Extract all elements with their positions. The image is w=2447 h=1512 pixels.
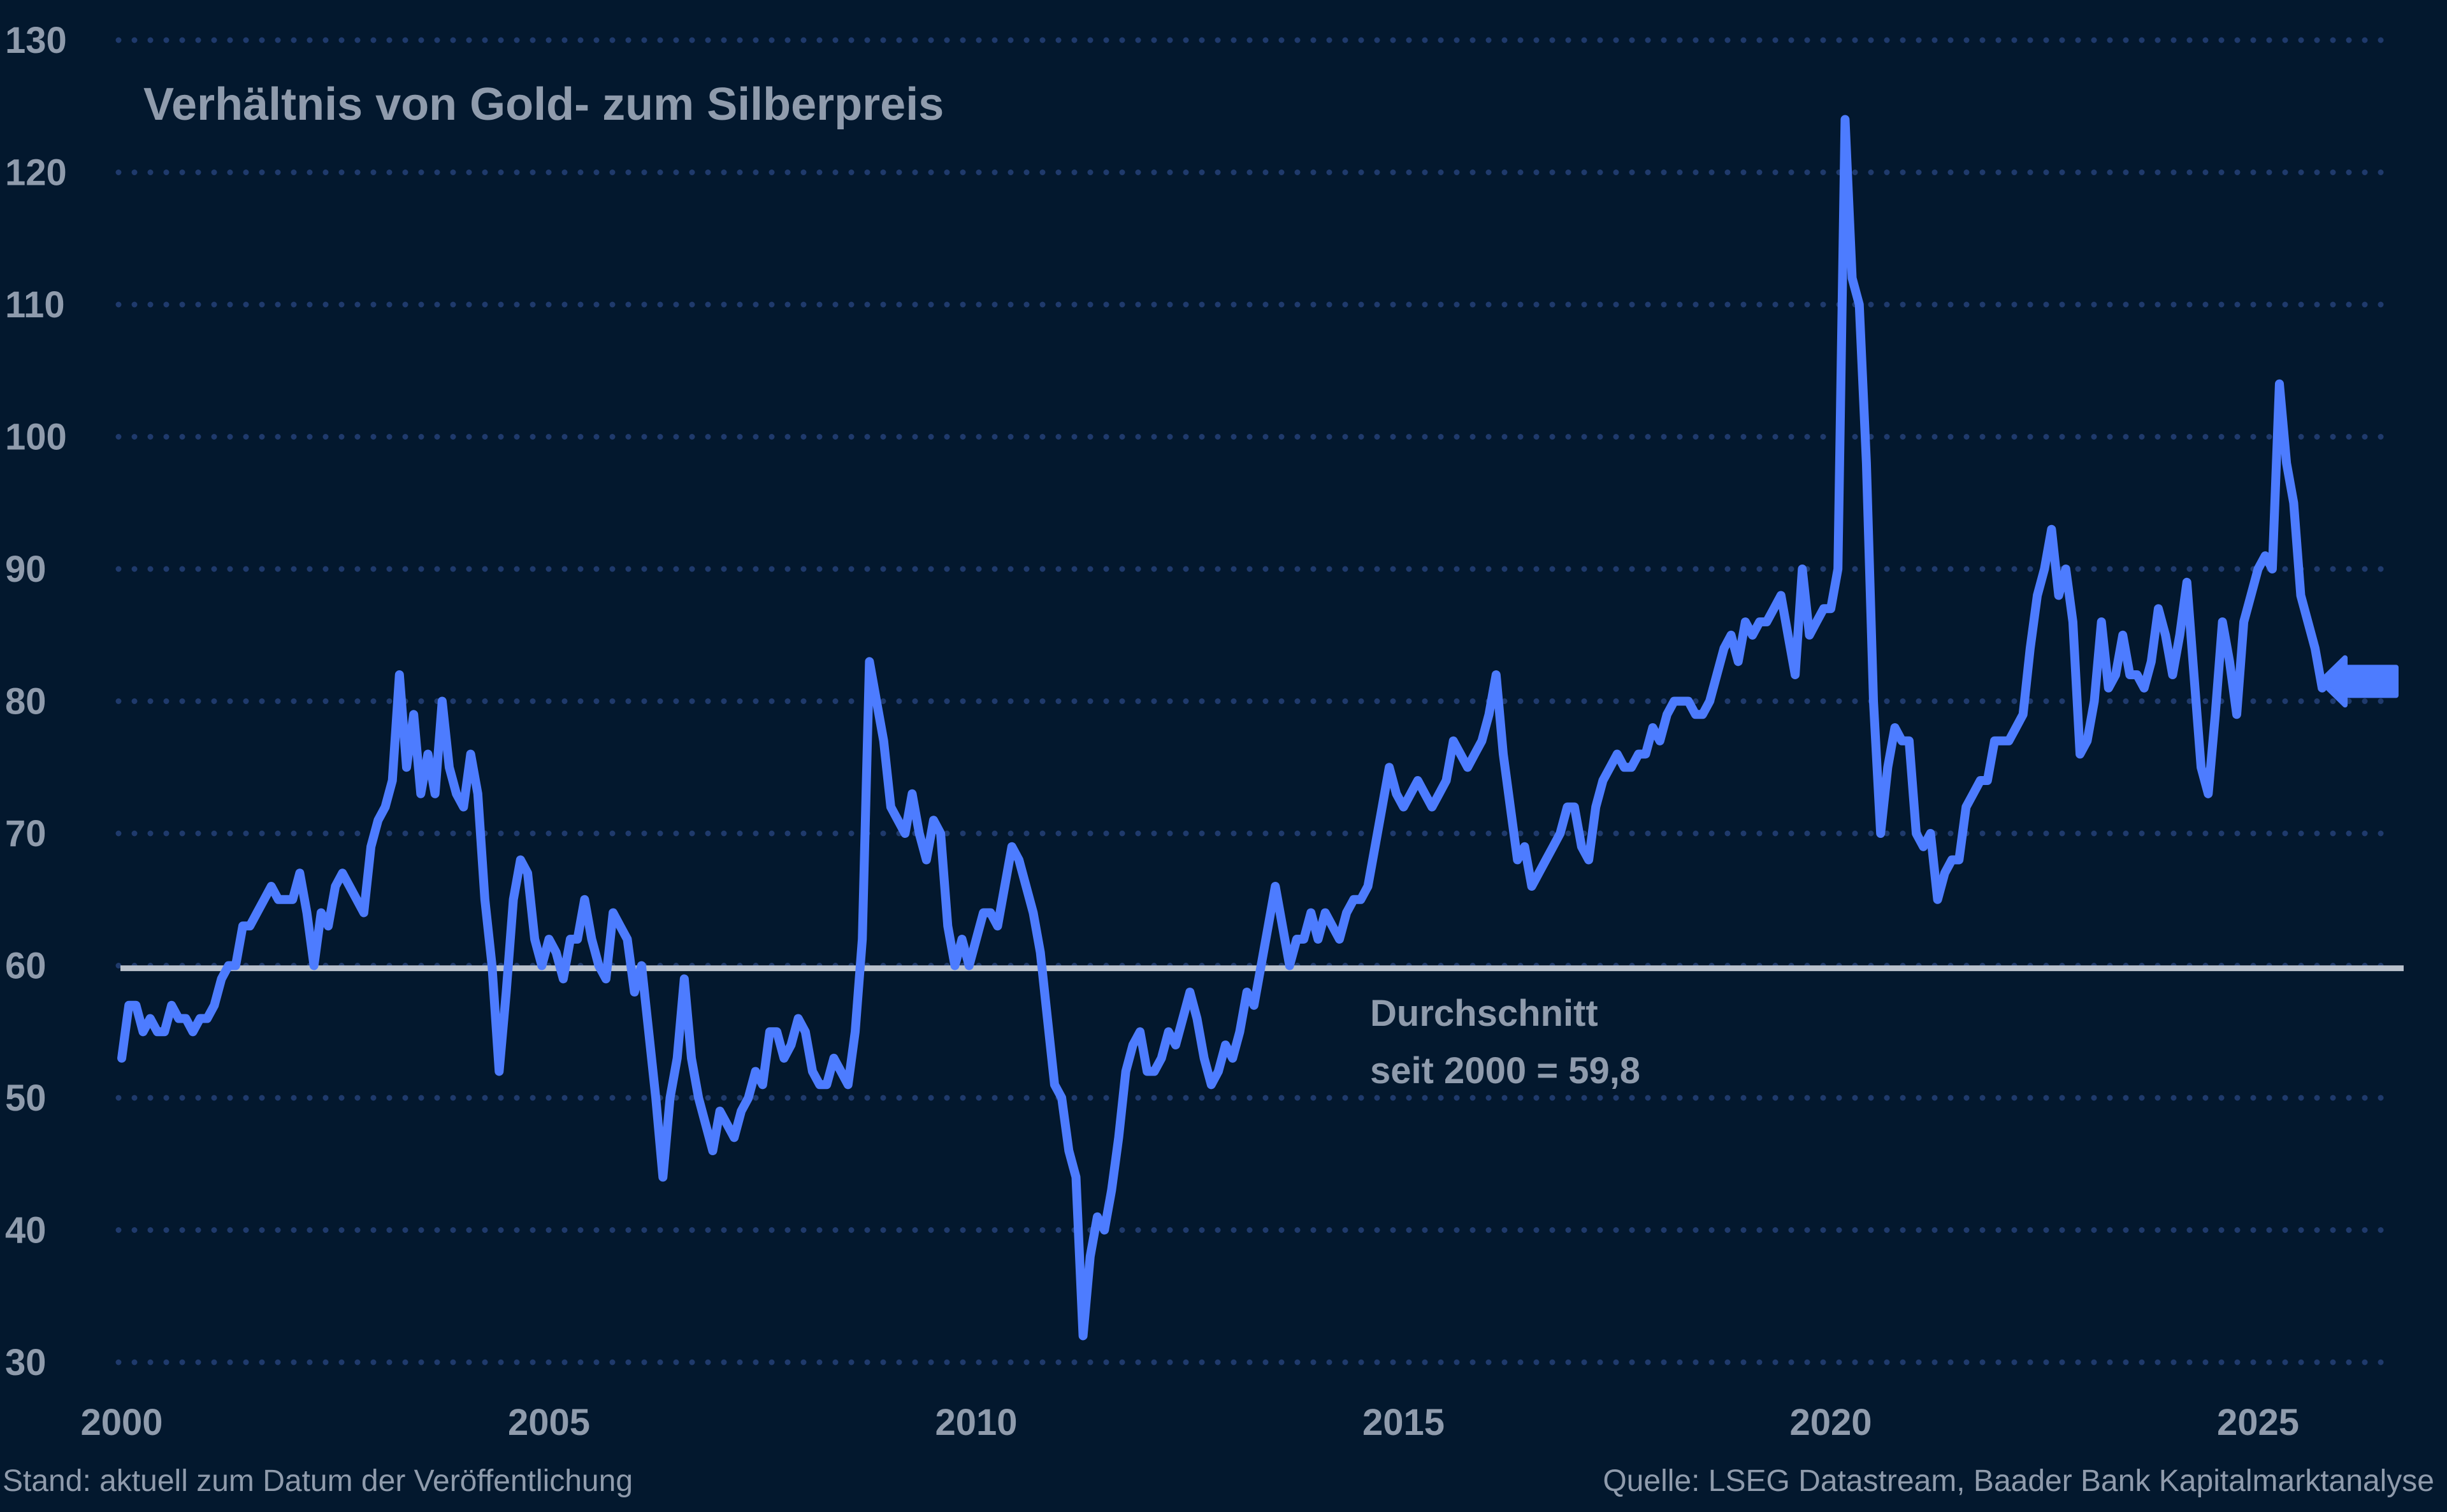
- x-tick-label: 2000: [80, 1402, 162, 1443]
- gridlines: [115, 37, 2396, 1365]
- x-tick-label: 2005: [508, 1402, 590, 1443]
- y-tick-label: 100: [5, 417, 67, 458]
- footer-left: Stand: aktuell zum Datum der Veröffentli…: [3, 1464, 633, 1498]
- footer-right: Quelle: LSEG Datastream, Baader Bank Kap…: [1603, 1464, 2434, 1498]
- y-tick-label: 90: [5, 549, 47, 590]
- x-tick-label: 2020: [1789, 1402, 1872, 1443]
- current-value-arrow-icon: [2318, 655, 2399, 708]
- x-tick-label: 2015: [1362, 1402, 1445, 1443]
- y-tick-label: 130: [5, 20, 67, 61]
- y-tick-label: 60: [5, 946, 47, 987]
- x-tick-label: 2025: [2217, 1402, 2299, 1443]
- x-axis-ticks: 2000 2005 2010 2015 2020 2025: [80, 1402, 2299, 1443]
- y-tick-label: 50: [5, 1077, 47, 1119]
- y-tick-label: 120: [5, 152, 67, 194]
- y-tick-label: 80: [5, 681, 47, 723]
- average-label-line1: Durchschnitt: [1370, 993, 1598, 1034]
- chart-title: Verhältnis von Gold- zum Silberpreis: [143, 79, 944, 130]
- y-axis-ticks: 30 40 50 60 70 80 90 100 110 120 130: [5, 20, 67, 1383]
- x-tick-label: 2010: [935, 1402, 1017, 1443]
- y-tick-label: 110: [5, 284, 65, 326]
- average-label-line2: seit 2000 = 59,8: [1370, 1050, 1640, 1091]
- y-tick-label: 70: [5, 813, 47, 854]
- y-tick-label: 40: [5, 1210, 47, 1251]
- series-line: [117, 115, 2327, 1341]
- y-tick-label: 30: [5, 1342, 47, 1383]
